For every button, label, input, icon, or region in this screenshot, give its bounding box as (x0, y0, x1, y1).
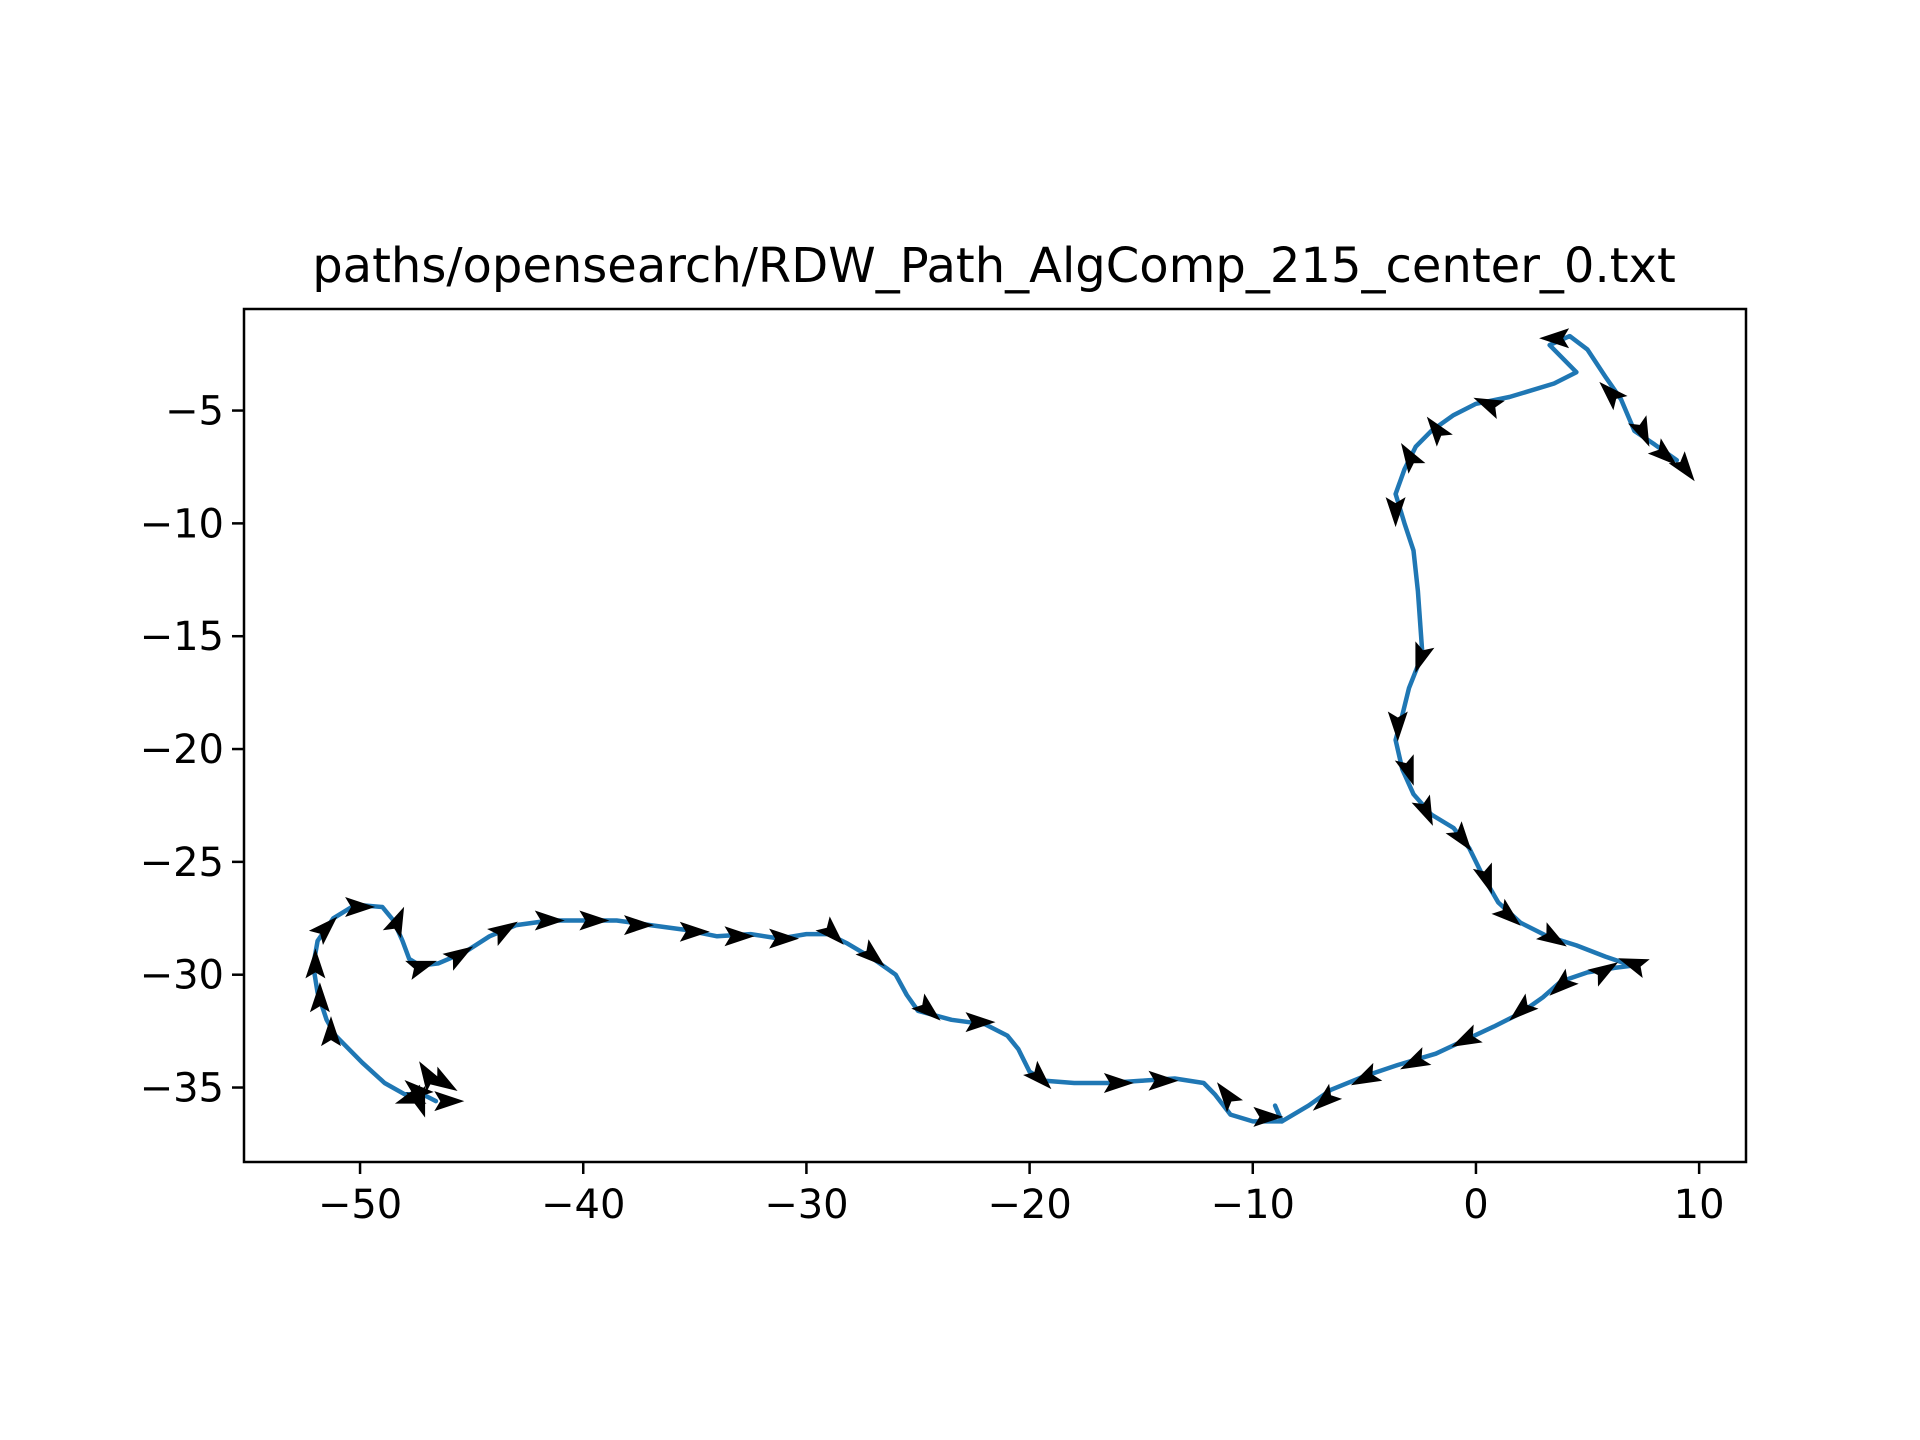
y-tick-label-0: −35 (140, 1066, 224, 1112)
heading-arrow-27 (434, 1091, 465, 1112)
heading-arrow-25 (426, 1066, 458, 1091)
y-tick-label-5: −10 (140, 501, 224, 547)
heading-arrow-29 (406, 1085, 426, 1118)
y-tick-label-1: −30 (140, 953, 224, 999)
heading-arrow-31 (1350, 1062, 1383, 1086)
chart-title: paths/opensearch/RDW_Path_AlgComp_215_ce… (312, 238, 1676, 294)
heading-arrow-13 (579, 910, 610, 931)
heading-arrow-16 (442, 946, 474, 971)
heading-arrow-12 (624, 915, 654, 936)
heading-arrow-44 (1387, 711, 1408, 742)
heading-arrow-0 (1253, 1106, 1284, 1127)
x-tick-label-1: −40 (541, 1182, 625, 1228)
heading-arrow-10 (724, 926, 755, 947)
heading-arrow-20 (308, 916, 338, 945)
heading-arrow-4 (1023, 1060, 1052, 1090)
heading-arrow-5 (965, 1012, 996, 1033)
heading-arrow-39 (1491, 898, 1521, 926)
heading-arrow-17 (405, 960, 437, 980)
heading-arrow-15 (487, 921, 518, 946)
heading-arrow-50 (1539, 328, 1570, 349)
heading-arrow-34 (1509, 993, 1539, 1021)
heading-arrow-45 (1415, 641, 1435, 673)
y-tick-label-4: −15 (140, 614, 224, 660)
heading-arrow-6 (911, 993, 941, 1021)
axes-frame (242, 307, 1748, 1164)
heading-arrow-18 (382, 906, 405, 939)
heading-arrow-37 (1618, 958, 1650, 978)
x-tick-label-0: −50 (318, 1182, 402, 1228)
heading-arrow-51 (1599, 381, 1628, 411)
heading-arrow-22 (309, 982, 330, 1013)
plot-area (305, 328, 1695, 1127)
heading-arrow-40 (1472, 862, 1492, 895)
heading-arrow-54 (1668, 451, 1695, 482)
heading-arrow-33 (1451, 1024, 1483, 1047)
heading-arrow-8 (815, 916, 844, 945)
heading-arrow-32 (1400, 1047, 1432, 1070)
heading-arrow-19 (345, 897, 376, 917)
heading-arrow-42 (1411, 794, 1433, 826)
heading-arrow-53 (1647, 438, 1677, 466)
heading-arrow-41 (1445, 821, 1472, 852)
heading-arrow-43 (1394, 754, 1414, 786)
heading-arrow-3 (1103, 1073, 1134, 1093)
x-tick-label-3: −20 (987, 1182, 1071, 1228)
heading-arrow-9 (769, 928, 800, 949)
heading-arrow-36 (1587, 962, 1619, 987)
x-tick-label-6: 10 (1674, 1182, 1725, 1228)
heading-arrow-47 (1401, 443, 1426, 474)
heading-arrow-38 (1536, 922, 1567, 947)
heading-arrow-46 (1385, 497, 1406, 528)
heading-arrow-52 (1628, 415, 1650, 447)
x-tick-label-4: −10 (1211, 1182, 1295, 1228)
heading-arrow-11 (679, 921, 710, 942)
heading-arrow-35 (1549, 968, 1579, 996)
heading-arrow-23 (321, 1016, 341, 1047)
heading-arrow-48 (1426, 416, 1453, 447)
heading-arrow-28 (419, 1061, 444, 1092)
heading-arrow-21 (305, 948, 326, 979)
y-tick-label-2: −25 (140, 840, 224, 886)
heading-arrow-7 (855, 939, 885, 967)
heading-arrow-30 (1312, 1083, 1343, 1111)
heading-arrow-1 (1217, 1082, 1243, 1113)
x-tick-label-5: 0 (1463, 1182, 1488, 1228)
heading-arrow-2 (1148, 1070, 1179, 1091)
y-tick-label-3: −20 (140, 727, 224, 773)
y-tick-label-6: −5 (165, 389, 224, 435)
heading-arrow-49 (1473, 397, 1505, 419)
axes: −50 −40 −30 −20 −10 0 10 −35 −30 −25 −20 −15 −10 −5 (140, 389, 1725, 1228)
heading-arrow-14 (534, 910, 565, 931)
x-tick-label-2: −30 (764, 1182, 848, 1228)
